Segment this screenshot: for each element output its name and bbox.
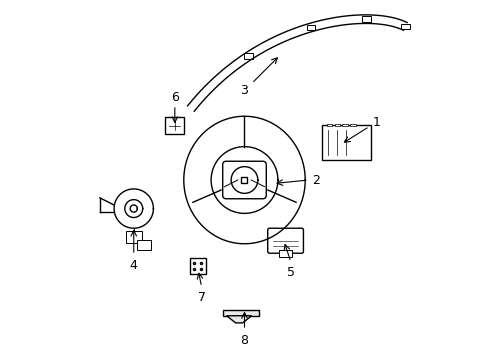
Bar: [349, 123, 355, 126]
Bar: [306, 24, 314, 30]
FancyBboxPatch shape: [322, 125, 370, 159]
Bar: [400, 23, 408, 29]
Bar: [223, 310, 258, 316]
FancyBboxPatch shape: [125, 231, 142, 243]
FancyBboxPatch shape: [190, 258, 205, 274]
Text: 6: 6: [170, 91, 179, 104]
Bar: [326, 123, 331, 126]
Text: 1: 1: [372, 116, 380, 129]
Text: 5: 5: [286, 266, 294, 279]
Text: 2: 2: [311, 174, 319, 186]
Text: 8: 8: [240, 334, 248, 347]
Text: 7: 7: [197, 291, 205, 305]
FancyBboxPatch shape: [267, 228, 303, 253]
Text: 4: 4: [129, 259, 138, 272]
Polygon shape: [226, 316, 251, 323]
Bar: [342, 123, 347, 126]
FancyBboxPatch shape: [136, 240, 150, 250]
FancyBboxPatch shape: [222, 161, 266, 199]
Bar: [362, 16, 370, 22]
FancyBboxPatch shape: [165, 117, 184, 134]
Text: 3: 3: [240, 84, 248, 97]
Bar: [279, 250, 291, 257]
Bar: [244, 53, 252, 59]
Bar: [334, 123, 339, 126]
